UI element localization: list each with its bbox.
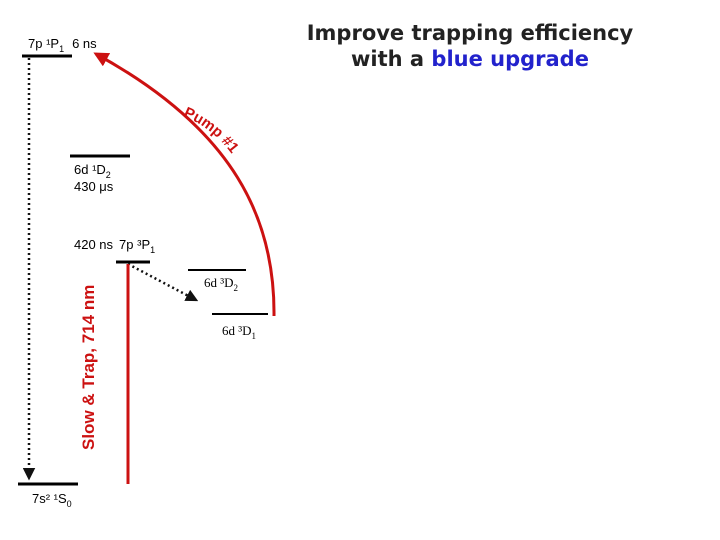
level-7p-1p1-label: 7p ¹P1 6 ns xyxy=(28,36,97,54)
decay-dotted-arrow-2 xyxy=(127,262,199,302)
title-line-1: Improve trapping efficiency xyxy=(306,21,634,45)
level-7p-3p1-label: 420 ns 7p ³P1 xyxy=(74,237,155,255)
slide-title: Improve trapping efficiency with a blue … xyxy=(300,20,640,72)
title-line-2: with a blue upgrade xyxy=(300,46,640,72)
level-6d-1d2-label: 6d ¹D2 xyxy=(74,162,111,180)
level-6d-3d2-label: 6d ³D2 xyxy=(204,275,238,293)
trap-transition-label: Slow & Trap, 714 nm xyxy=(79,285,98,450)
title-highlight: blue upgrade xyxy=(431,47,589,71)
pump-transition-arrow xyxy=(93,52,276,317)
title-line-2-prefix: with a xyxy=(351,47,432,71)
level-ground-label: 7s² ¹S0 xyxy=(32,491,72,509)
pump-transition-label: Pump #1 xyxy=(181,104,242,156)
level-6d-1d2-lifetime: 430 μs xyxy=(74,179,114,194)
level-6d-3d1-label: 6d ³D1 xyxy=(222,323,256,341)
